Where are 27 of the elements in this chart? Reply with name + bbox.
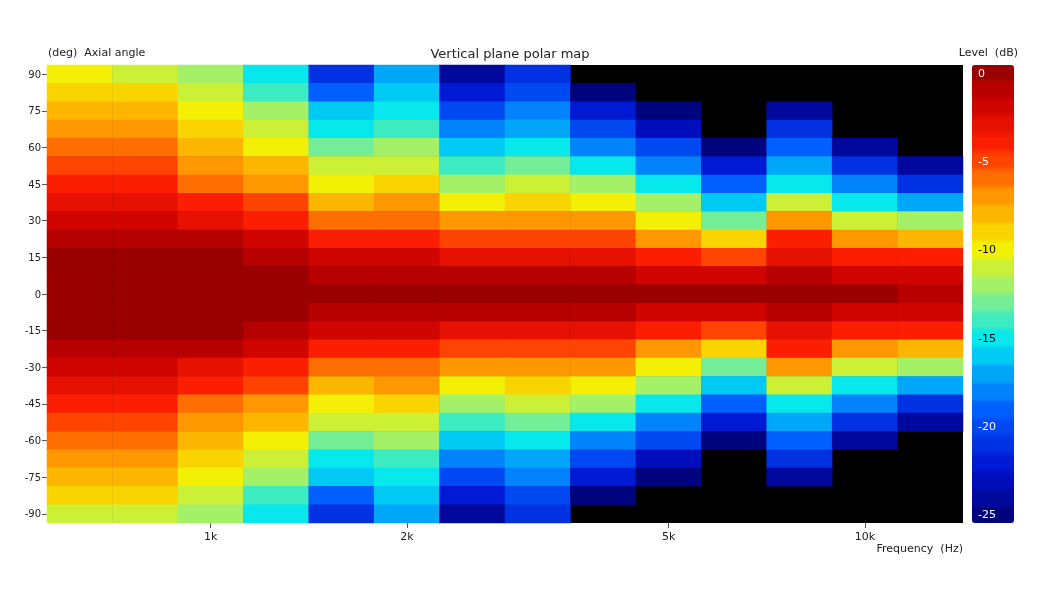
y-tick-label: -45 bbox=[24, 398, 41, 410]
y-tick-label: 0 bbox=[34, 288, 41, 300]
y-tick-label: -15 bbox=[24, 325, 41, 337]
y-tick-label: 45 bbox=[28, 178, 41, 190]
y-tick-label: 30 bbox=[28, 215, 41, 227]
y-axis-title: (deg) Axial angle bbox=[48, 45, 146, 59]
color-bar-label: -25 bbox=[978, 507, 996, 521]
y-tick-label: -75 bbox=[24, 471, 41, 483]
chart-title: Vertical plane polar map bbox=[430, 46, 590, 61]
y-tick-label: 75 bbox=[28, 105, 41, 117]
x-axis-title: Frequency (Hz) bbox=[876, 541, 963, 555]
y-tick-label: 90 bbox=[28, 68, 41, 80]
color-bar-title: Level (dB) bbox=[958, 45, 1018, 59]
color-bar-label: -10 bbox=[978, 243, 996, 257]
color-bar-label: -5 bbox=[978, 155, 989, 169]
color-bar-label: -15 bbox=[978, 331, 996, 345]
color-bar-label: 0 bbox=[978, 67, 985, 81]
y-tick-label: 15 bbox=[28, 251, 41, 263]
x-tick-label: 5k bbox=[661, 530, 676, 543]
y-tick-label: -30 bbox=[24, 361, 41, 373]
y-tick-label: 60 bbox=[28, 141, 41, 153]
x-tick-label: 2k bbox=[400, 530, 415, 543]
x-tick-label: 10k bbox=[854, 530, 876, 543]
y-tick-label: -90 bbox=[24, 508, 41, 520]
color-bar-label: -20 bbox=[978, 419, 996, 433]
y-tick-label: -60 bbox=[24, 435, 41, 447]
x-tick-label: 1k bbox=[203, 530, 218, 543]
